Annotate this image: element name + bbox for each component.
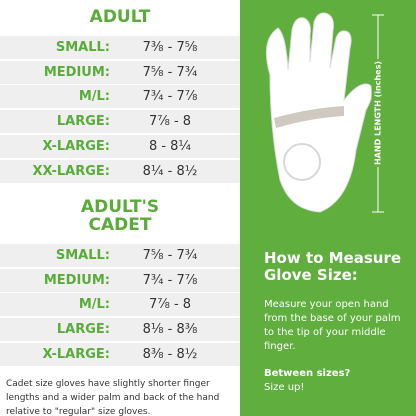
size-value: 8⅜ - 8½	[142, 346, 198, 362]
size-row: SMALL: 7⅝ - 7¾	[0, 244, 240, 267]
heading: How to Measure Glove Size:	[264, 250, 401, 284]
size-label: X-LARGE:	[42, 138, 110, 154]
size-row: XX-LARGE: 8¼ - 8½	[0, 159, 240, 183]
size-label: X-LARGE:	[42, 346, 110, 362]
size-label: SMALL:	[55, 248, 110, 263]
size-value: 8¼ - 8½	[142, 163, 198, 179]
size-row: M/L: 7¾ - 7⅞	[0, 85, 240, 109]
info-panel: HAND LENGTH (inches) How to Measure Glov…	[240, 0, 416, 416]
size-row: SMALL: 7⅜ - 7⅝	[0, 36, 240, 59]
note: Cadet size gloves have slightly shorter …	[6, 379, 220, 416]
size-label: M/L:	[78, 89, 110, 105]
size-label: M/L:	[78, 297, 110, 313]
size-label: SMALL:	[55, 40, 110, 55]
size-value: 7⅞ - 8	[148, 297, 192, 313]
size-row: MEDIUM: 7¾ - 7⅞	[0, 268, 240, 292]
between-sizes: Between sizes?	[264, 368, 351, 379]
instructions: Measure your open hand from the base of …	[264, 299, 401, 352]
size-label: LARGE:	[56, 322, 110, 338]
size-label: LARGE:	[56, 114, 110, 130]
dimension-label: HAND LENGTH (inches)	[371, 58, 385, 168]
size-value: 7⅜ - 7⅝	[142, 40, 198, 55]
advice: Size up!	[264, 382, 305, 393]
size-value: 8 - 8¼	[148, 138, 192, 154]
size-row: LARGE: 7⅞ - 8	[0, 110, 240, 134]
size-value: 7⅝ - 7¾	[142, 248, 198, 263]
size-value: 8⅛ - 8⅜	[142, 322, 198, 338]
size-value: 7¾ - 7⅞	[142, 272, 198, 288]
size-row: MEDIUM: 7⅝ - 7¾	[0, 60, 240, 84]
cadet-title: ADULT'S	[80, 197, 160, 217]
size-row: X-LARGE: 8 - 8¼	[0, 134, 240, 158]
heading-line: How to Measure	[264, 249, 402, 267]
size-value: 7¾ - 7⅞	[142, 89, 198, 105]
size-label: MEDIUM:	[43, 272, 110, 288]
adult-title: ADULT	[89, 7, 151, 27]
size-row: X-LARGE: 8⅜ - 8½	[0, 342, 240, 366]
glove-illustration	[265, 12, 384, 213]
size-label: MEDIUM:	[43, 64, 110, 80]
heading-line: Glove Size:	[264, 266, 358, 284]
size-label: XX-LARGE:	[32, 163, 111, 179]
size-row: M/L: 7⅞ - 8	[0, 293, 240, 317]
size-value: 7⅞ - 8	[148, 114, 192, 130]
size-value: 7⅝ - 7¾	[142, 64, 198, 80]
size-row: LARGE: 8⅛ - 8⅜	[0, 318, 240, 342]
cadet-title: CADET	[88, 215, 152, 235]
